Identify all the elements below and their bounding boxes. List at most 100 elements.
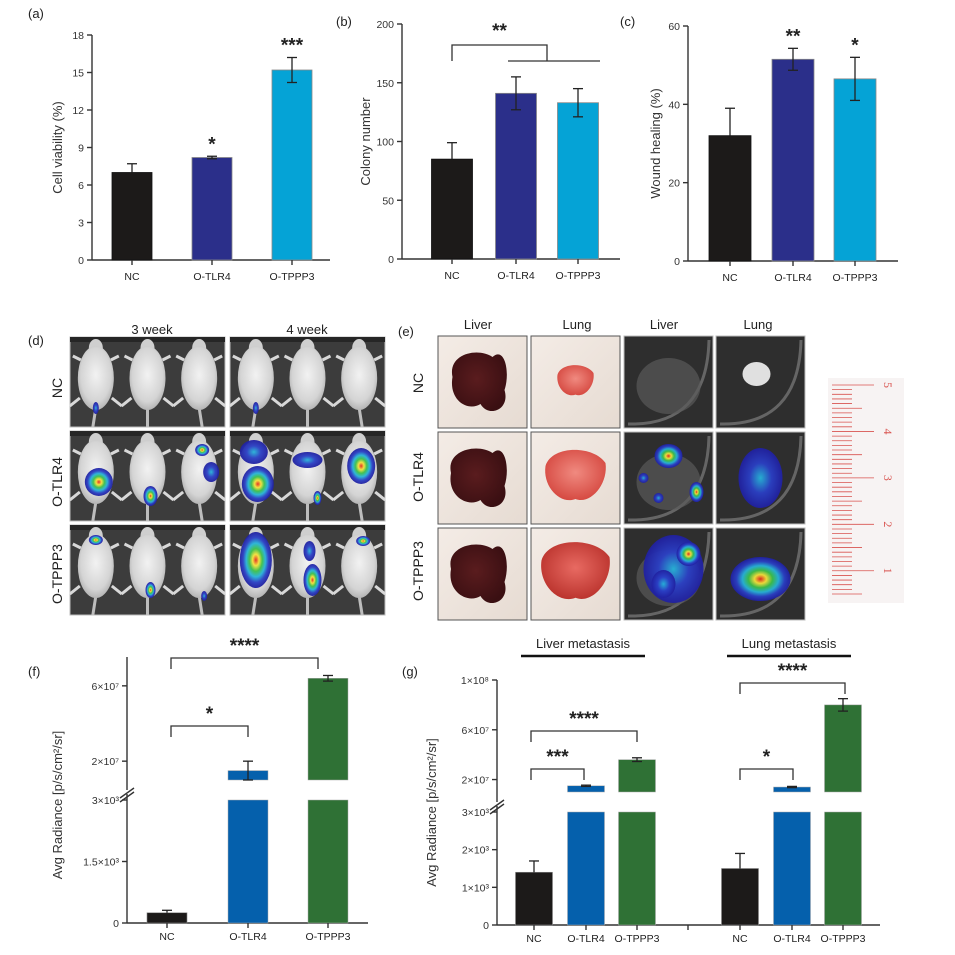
bar-segment-upper [307,678,349,781]
e-image-nc-ivis-liver [623,335,714,429]
mouse-limbs [228,448,283,502]
significance-bracket: **** [170,636,319,669]
e-col-header-liver-ivis: Liver [650,317,679,332]
bioluminescence-signal [303,541,316,561]
mouse-body [129,440,166,504]
mouse-body [341,534,378,598]
bar-segment [721,868,759,926]
e-image-o-tlr4-ivis-lung [715,431,806,525]
chart-g-metastasis-radiance: 0 1×10³ 2×10³ 3×10³ 2×10⁷ 6×10⁷ 1×10⁸ Avg Radia… [424,636,880,945]
significance-bracket: * [170,704,249,737]
y-tick-label: 3×10³ [462,807,490,819]
significance-label: *** [546,747,569,768]
bioluminescence-signal [201,591,208,601]
significance-o-tppp3: *** [281,36,304,57]
d-image-o-tlr4-3-week [68,430,227,522]
panel-label-e: (e) [398,324,414,339]
bar-segment-upper [618,759,656,793]
bioluminescence-signal [738,448,783,508]
y-tick-label: 100 [376,137,394,149]
significance-bracket: ** [451,21,600,62]
e-col-header-lung-photo: Lung [563,317,592,332]
bioluminescence-signal [195,444,210,456]
mouse-limbs [228,542,283,596]
mouse-tail [251,595,258,616]
y-tick-label: 3 [78,218,84,230]
ruler-number: 3 [881,475,895,481]
bioluminescence-signal [143,486,158,506]
error-bar-nc [127,163,137,173]
y-axis-label: Colony number [358,97,373,186]
mouse-tail [357,501,364,522]
x-tick-label-nc: NC [124,271,140,283]
panel-label-b: (b) [336,14,352,29]
bioluminescence-signal [92,402,99,414]
y-tick-label: 1×10⁸ [461,675,489,687]
error-bar-o-tppp3 [573,87,583,118]
ruler-number: 1 [881,568,895,574]
mouse-tail [357,595,364,616]
liver-metastasis-error-bar-o-tppp3 [632,757,642,763]
y-tick-label: 150 [376,78,394,90]
bar-segment-upper [824,704,862,793]
lung-grayscale [742,362,771,386]
d-row-label-tlr4: O-TLR4 [49,457,65,507]
liver-metastasis-error-bar-nc [529,860,539,873]
e-image-nc-photo-lung [530,335,621,429]
panel-e-organ-imaging: Liver Lung Liver Lung NC O-TLR4 O-TPPP3 … [410,317,904,621]
d-image-o-tppp3-4-week [228,524,387,616]
significance-o-tppp3: * [851,35,859,56]
bar-o-tlr4 [227,770,269,924]
y-tick-label: 2×10⁷ [92,756,120,768]
bioluminescence-signal [638,473,649,483]
bioluminescence-signal [653,493,664,503]
axis-break-mark [119,787,135,799]
bracket-line [170,657,319,669]
mouse-tail [91,501,98,522]
bioluminescence-signal [676,542,701,566]
error-bar-o-tlr4 [511,76,521,111]
d-image-nc-4-week [228,336,387,428]
mouse-limbs [228,354,283,408]
bar-o-tppp3 [271,69,313,261]
significance-label: * [763,747,771,768]
bar-segment-lower [567,811,605,926]
bar-segment-lower [307,799,349,924]
y-tick-label: 15 [72,68,84,80]
y-tick-label: 0 [78,255,84,267]
bioluminescence-signal [84,468,113,496]
mouse-body [77,534,114,598]
panel-d-mouse-imaging: 3 week 4 week NC O-TLR4 O-TPPP3 [49,322,387,616]
bracket-line [739,682,846,694]
significance-label: **** [230,636,260,657]
y-tick-label: 60 [668,21,680,33]
liver-grayscale [636,358,701,414]
liver-metastasis-x-tick-label-o-tppp3: O-TPPP3 [615,933,660,945]
bioluminescence-signal [347,448,376,484]
x-tick-label-o-tppp3: O-TPPP3 [306,931,351,943]
bar-segment-lower [618,811,656,926]
liver-metastasis-bar-o-tlr4 [567,785,605,926]
mouse-tail [251,501,258,522]
error-bar-nc [447,142,457,160]
error-bar-o-tppp3 [323,674,333,682]
d-col-header-4-week: 4 week [286,322,328,337]
mouse-body [341,346,378,410]
x-tick-label-o-tlr4: O-TLR4 [497,270,535,282]
bioluminescence-signal [292,452,323,468]
y-tick-label: 2×10⁷ [462,775,490,787]
bioluminescence-signal [689,482,704,502]
bar-segment [515,871,553,926]
lung-metastasis-bar-o-tppp3 [824,704,862,926]
e-image-o-tlr4-photo-liver [437,431,528,525]
mouse-limbs [68,354,123,408]
y-tick-label: 6×10⁷ [92,681,120,693]
e-row-label-nc: NC [410,373,426,393]
mouse-tail [357,407,364,428]
group-lung-metastasis: Lung metastasis NC O-TLR4 O-TPPP3 [721,636,866,945]
bioluminescence-signal [303,564,322,596]
significance-label: ** [492,21,507,42]
liver-organ [450,448,507,508]
e-image-o-tppp3-photo-liver [437,527,528,621]
bioluminescence-signal [730,557,791,601]
